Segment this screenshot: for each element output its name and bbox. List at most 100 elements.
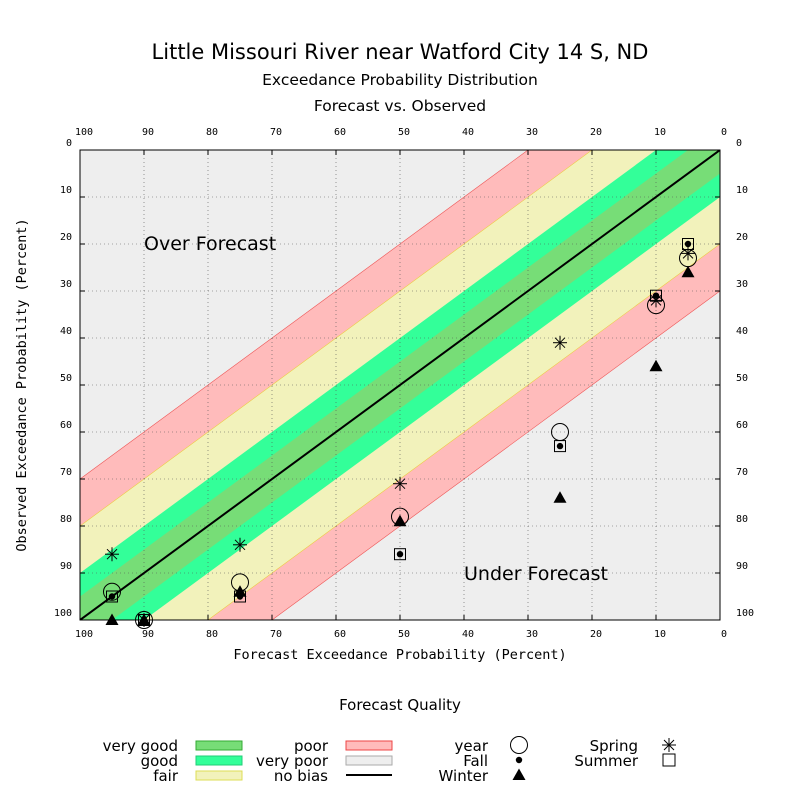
legend-swatch-good [195,755,243,766]
legend-label-very-poor: very poor [256,752,329,770]
legend-swatch-very-good [195,740,243,751]
fall-point [684,240,692,248]
y-tick-label: 80 [60,514,72,525]
chart-subtitle-1: Exceedance Probability Distribution [262,71,538,89]
x-tick-label-top: 100 [75,127,93,138]
spring-point-stroke [554,337,566,349]
year-point [135,611,153,629]
legend-label-good: good [141,752,178,770]
x-tick-label: 0 [721,629,727,640]
spring-point [105,547,119,562]
chart-subtitle-2: Forecast vs. Observed [313,97,487,115]
spring-point [649,293,663,308]
chart-title: Little Missouri River near Watford City … [151,40,649,64]
series-spring [105,246,695,627]
legend-swatch-poor [345,740,393,751]
y-tick-label: 70 [60,467,72,478]
legend-label-summer: Summer [574,752,638,770]
y-tick-label: 0 [66,138,72,149]
year-point [103,582,121,601]
x-tick-label-top: 40 [462,127,474,138]
x-tick-label-top: 50 [398,127,410,138]
winter-point [553,491,567,503]
winter-point [393,514,407,527]
spring-point [137,613,151,627]
y-tick-label-right: 20 [736,232,748,243]
y-tick-label-right: 70 [736,467,748,478]
legend-label-no-bias: no bias [274,767,328,785]
under-forecast-annotation: Under Forecast [464,563,608,585]
y-tick-label-right: 10 [736,185,748,196]
spring-point [393,476,407,491]
y-tick-label-right: 60 [736,420,748,431]
x-tick-label: 10 [654,629,666,640]
x-tick-label-top: 20 [590,127,602,138]
winter-point [105,613,119,625]
y-tick-label-right: 0 [736,138,742,149]
summer-point [138,614,150,626]
legend-label-very-good: very good [103,737,178,755]
x-tick-label: 40 [462,629,474,640]
legend-title: Forecast Quality [339,696,461,714]
spring-point [233,537,247,552]
spring-point-stroke [682,248,694,259]
legend-label-fair: fair [153,767,179,785]
y-tick-label: 100 [54,608,72,619]
y-tick-label: 40 [60,326,72,337]
x-tick-label: 80 [206,629,218,640]
y-tick-label-right: 40 [736,326,748,337]
no-bias-diagonal [80,150,720,620]
x-tick-label-top: 10 [654,127,666,138]
y-tick-label-right: 80 [736,514,748,525]
y-tick-label-right: 50 [736,373,748,384]
legend-marker-fall [515,756,523,764]
summer-point [106,590,118,603]
legend-label-winter: Winter [439,767,489,785]
x-tick-label: 100 [75,629,93,640]
x-tick-label-top: 90 [142,127,154,138]
summer-point [394,548,406,561]
y-tick-label-right: 100 [736,608,754,619]
no-bias-line [80,150,720,620]
y-tick-label-right: 30 [736,279,748,290]
summer-point [650,289,662,302]
legend-marker-summer [662,753,676,767]
spring-point [681,246,695,261]
spring-point [553,335,567,350]
x-tick-label-top: 30 [526,127,538,138]
y-tick-label: 10 [60,185,72,196]
legend-marker-spring [662,738,676,752]
x-tick-label: 60 [334,629,346,640]
x-tick-label: 90 [142,629,154,640]
legend-marker-year [510,736,528,754]
spring-point-stroke [106,548,118,560]
x-tick-label-top: 0 [721,127,727,138]
fall-point [396,551,404,558]
summer-point [682,238,694,250]
y-tick-label: 30 [60,279,72,290]
legend-label-poor: poor [294,737,329,755]
spring-point-stroke [138,614,150,626]
legend-label-fall: Fall [463,752,488,770]
legend-swatch-very-poor [345,755,393,766]
x-tick-label: 30 [526,629,538,640]
x-tick-label: 20 [590,629,602,640]
x-tick-label-top: 80 [206,127,218,138]
x-tick-label-top: 60 [334,127,346,138]
series-summer [106,238,694,626]
x-axis-label: Forecast Exceedance Probability (Percent… [233,647,566,663]
legend-swatch-fair [195,770,243,781]
summer-point [554,440,566,453]
y-tick-label: 50 [60,373,72,384]
legend: very good good fair poor very poor no bi… [103,736,676,785]
spring-point-stroke [234,539,246,551]
winter-point [681,265,695,278]
series-fall [108,240,692,624]
winter-point [649,359,663,372]
over-forecast-annotation: Over Forecast [144,233,276,255]
x-tick-label: 70 [270,629,282,640]
fall-point [108,593,116,600]
summer-point [234,590,246,603]
y-axis-label: Observed Exceedance Probability (Percent… [14,218,30,551]
